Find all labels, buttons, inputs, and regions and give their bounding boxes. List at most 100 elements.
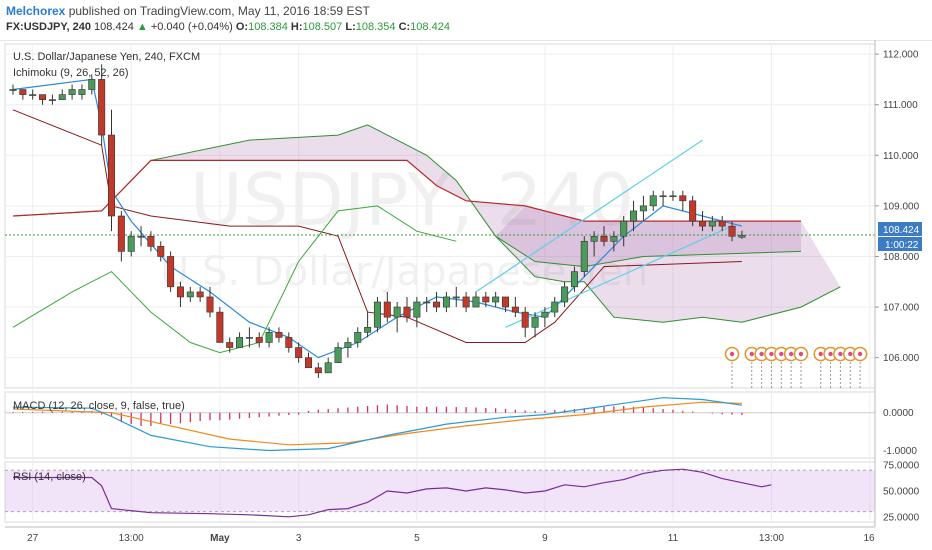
price-tick-1: 111.000 xyxy=(883,100,918,111)
low-value: 108.354 xyxy=(355,21,396,33)
candle-64 xyxy=(639,205,647,212)
candle-24 xyxy=(245,337,253,339)
rsi-line xyxy=(13,468,772,518)
candle-59 xyxy=(590,235,598,242)
time-tick-5: 9 xyxy=(542,533,548,544)
last-price-badge-text: 108.424 xyxy=(883,225,920,236)
candle-3 xyxy=(39,94,47,100)
candlestick-series[interactable] xyxy=(9,64,868,388)
senkou-span-a-future xyxy=(495,235,841,323)
chart-title: U.S. Dollar/Japanese Yen, 240, FXCM xyxy=(13,51,200,63)
candle-55 xyxy=(551,301,559,313)
price-tick-5: 107.000 xyxy=(883,303,920,314)
candle-53 xyxy=(531,316,539,328)
candle-33 xyxy=(334,347,342,364)
candle-21 xyxy=(216,311,224,343)
candle-2 xyxy=(29,94,37,96)
candle-66 xyxy=(659,195,667,198)
candle-63 xyxy=(630,210,638,222)
price-tick-4: 108.000 xyxy=(883,252,920,263)
candle-72 xyxy=(718,220,726,227)
candle-62 xyxy=(620,220,628,237)
candle-39 xyxy=(393,306,401,318)
candle-30 xyxy=(304,357,312,369)
open-label: O: xyxy=(235,21,249,33)
price-change: +0.040 (+0.04%) xyxy=(150,21,233,33)
candle-46 xyxy=(462,296,470,308)
candle-41 xyxy=(413,301,421,318)
time-tick-8: 16 xyxy=(863,533,875,544)
candle-47 xyxy=(472,296,480,308)
rsi-band xyxy=(5,470,875,512)
candle-18 xyxy=(186,291,194,298)
candle-68 xyxy=(679,195,687,202)
channel-lower xyxy=(505,225,733,328)
rsi-tick-0: 75.0000 xyxy=(883,461,920,472)
candle-11 xyxy=(117,215,125,252)
candle-4 xyxy=(48,99,56,101)
candle-65 xyxy=(649,195,657,207)
event-marker-dot-11 xyxy=(857,351,863,357)
candle-70 xyxy=(698,220,706,227)
candle-1 xyxy=(19,89,27,95)
candle-12 xyxy=(127,235,135,252)
candle-38 xyxy=(383,301,391,318)
candle-71 xyxy=(708,220,716,227)
candle-50 xyxy=(501,296,509,308)
event-marker-dot-4 xyxy=(779,351,784,357)
candle-15 xyxy=(157,246,165,257)
candle-17 xyxy=(176,286,184,298)
quote-line: FX:USDJPY, 240 108.424 ▲ +0.040 (+0.04%)… xyxy=(6,21,450,33)
up-arrow-icon: ▲ xyxy=(136,21,148,33)
open-value: 108.384 xyxy=(248,21,288,33)
candle-25 xyxy=(255,337,263,343)
candle-74 xyxy=(738,234,746,238)
candle-8 xyxy=(88,79,96,90)
candle-9 xyxy=(98,79,106,136)
candle-28 xyxy=(285,337,293,348)
candle-43 xyxy=(433,301,441,308)
kijun-sen xyxy=(12,109,742,343)
event-marker-dot-7 xyxy=(818,351,823,357)
candle-14 xyxy=(147,235,155,247)
rsi-label[interactable]: RSI (14, close) xyxy=(13,471,86,483)
price-tick-0: 112.000 xyxy=(883,50,919,61)
candle-10 xyxy=(108,134,116,217)
rsi-tick-1: 50.0000 xyxy=(883,486,920,497)
event-marker-dot-3 xyxy=(769,351,774,357)
candle-7 xyxy=(78,89,86,95)
candle-44 xyxy=(442,296,450,308)
macd-signal-line xyxy=(12,401,742,446)
price-tick-3: 109.000 xyxy=(883,201,920,212)
time-tick-7: 13:00 xyxy=(759,533,784,544)
price-tick-6: 106.000 xyxy=(883,353,920,364)
macd-tick-1: -1.0000 xyxy=(883,446,917,457)
event-marker-dot-5 xyxy=(788,351,794,357)
chart-header: Melchorex published on TradingView.com, … xyxy=(0,0,932,41)
macd-label[interactable]: MACD (12, 26, close, 9, false, true) xyxy=(13,400,185,412)
candle-5 xyxy=(58,94,66,100)
author-link[interactable]: Melchorex xyxy=(6,4,66,18)
candle-73 xyxy=(728,225,736,237)
countdown-badge xyxy=(878,237,922,251)
candle-0 xyxy=(9,89,17,91)
time-tick-3: 3 xyxy=(296,533,302,544)
candle-56 xyxy=(561,286,569,303)
senkou-span-b xyxy=(12,159,801,222)
event-marker-dot-2 xyxy=(759,351,764,357)
candle-32 xyxy=(324,362,332,374)
candle-51 xyxy=(511,306,519,313)
ichimoku-label[interactable]: Ichimoku (9, 26, 52, 26) xyxy=(13,67,129,79)
candle-36 xyxy=(364,326,372,333)
symbol-label[interactable]: FX:USDJPY, 240 xyxy=(6,21,91,33)
high-label: H: xyxy=(290,21,303,33)
last-price-badge xyxy=(878,222,922,236)
macd-pane xyxy=(5,397,875,452)
candle-54 xyxy=(541,311,549,318)
candle-23 xyxy=(236,337,244,348)
candle-58 xyxy=(580,240,588,272)
candle-19 xyxy=(196,291,204,298)
price-tick-2: 110.000 xyxy=(883,151,919,162)
